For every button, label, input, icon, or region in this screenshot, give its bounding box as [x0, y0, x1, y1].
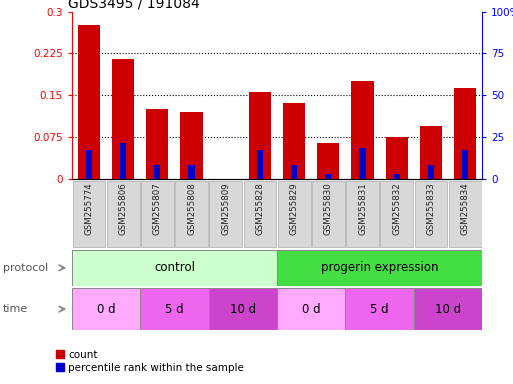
Bar [146, 109, 168, 179]
Bar [112, 59, 134, 179]
Text: 10 d: 10 d [230, 303, 256, 316]
Text: GSM255834: GSM255834 [461, 182, 469, 235]
FancyBboxPatch shape [312, 181, 345, 247]
Text: progerin expression: progerin expression [321, 262, 439, 274]
Bar [428, 165, 434, 179]
Text: 5 d: 5 d [165, 303, 184, 316]
Text: 0 d: 0 d [302, 303, 321, 316]
Bar [351, 81, 373, 179]
FancyBboxPatch shape [107, 181, 140, 247]
Text: 5 d: 5 d [370, 303, 389, 316]
Bar [420, 126, 442, 179]
FancyBboxPatch shape [415, 181, 447, 247]
Bar [283, 103, 305, 179]
Bar [317, 144, 340, 179]
Text: time: time [3, 304, 28, 314]
Bar [188, 165, 194, 179]
FancyBboxPatch shape [209, 288, 277, 330]
Bar [454, 88, 476, 179]
FancyBboxPatch shape [72, 181, 105, 247]
FancyBboxPatch shape [141, 181, 174, 247]
Bar [360, 148, 366, 179]
Text: 10 d: 10 d [435, 303, 461, 316]
FancyBboxPatch shape [244, 181, 277, 247]
Bar [86, 150, 92, 179]
FancyBboxPatch shape [346, 181, 379, 247]
Text: 0 d: 0 d [97, 303, 115, 316]
Bar [462, 150, 468, 179]
Bar [78, 25, 100, 179]
Bar [154, 165, 161, 179]
Bar [181, 112, 203, 179]
Bar [257, 150, 263, 179]
Legend: count, percentile rank within the sample: count, percentile rank within the sample [51, 346, 248, 377]
Text: GSM255832: GSM255832 [392, 182, 401, 235]
Bar [249, 92, 271, 179]
FancyBboxPatch shape [140, 288, 209, 330]
Text: GSM255830: GSM255830 [324, 182, 333, 235]
Text: protocol: protocol [3, 263, 48, 273]
FancyBboxPatch shape [277, 250, 482, 286]
Text: GSM255809: GSM255809 [221, 182, 230, 235]
Text: GSM255828: GSM255828 [255, 182, 264, 235]
FancyBboxPatch shape [278, 181, 310, 247]
Text: GSM255774: GSM255774 [85, 182, 93, 235]
Text: GSM255807: GSM255807 [153, 182, 162, 235]
FancyBboxPatch shape [277, 288, 345, 330]
FancyBboxPatch shape [449, 181, 482, 247]
Text: control: control [154, 262, 195, 274]
FancyBboxPatch shape [380, 181, 413, 247]
FancyBboxPatch shape [72, 250, 277, 286]
Text: GSM255831: GSM255831 [358, 182, 367, 235]
Bar [120, 144, 126, 179]
FancyBboxPatch shape [175, 181, 208, 247]
FancyBboxPatch shape [209, 181, 242, 247]
FancyBboxPatch shape [72, 288, 140, 330]
Text: GSM255829: GSM255829 [290, 182, 299, 235]
Text: GDS3495 / 191084: GDS3495 / 191084 [68, 0, 200, 10]
Bar [291, 165, 297, 179]
Text: GSM255806: GSM255806 [119, 182, 128, 235]
Bar [393, 174, 400, 179]
Bar [325, 174, 331, 179]
Text: GSM255833: GSM255833 [426, 182, 436, 235]
FancyBboxPatch shape [414, 288, 482, 330]
Bar [386, 137, 408, 179]
Text: GSM255808: GSM255808 [187, 182, 196, 235]
FancyBboxPatch shape [345, 288, 414, 330]
